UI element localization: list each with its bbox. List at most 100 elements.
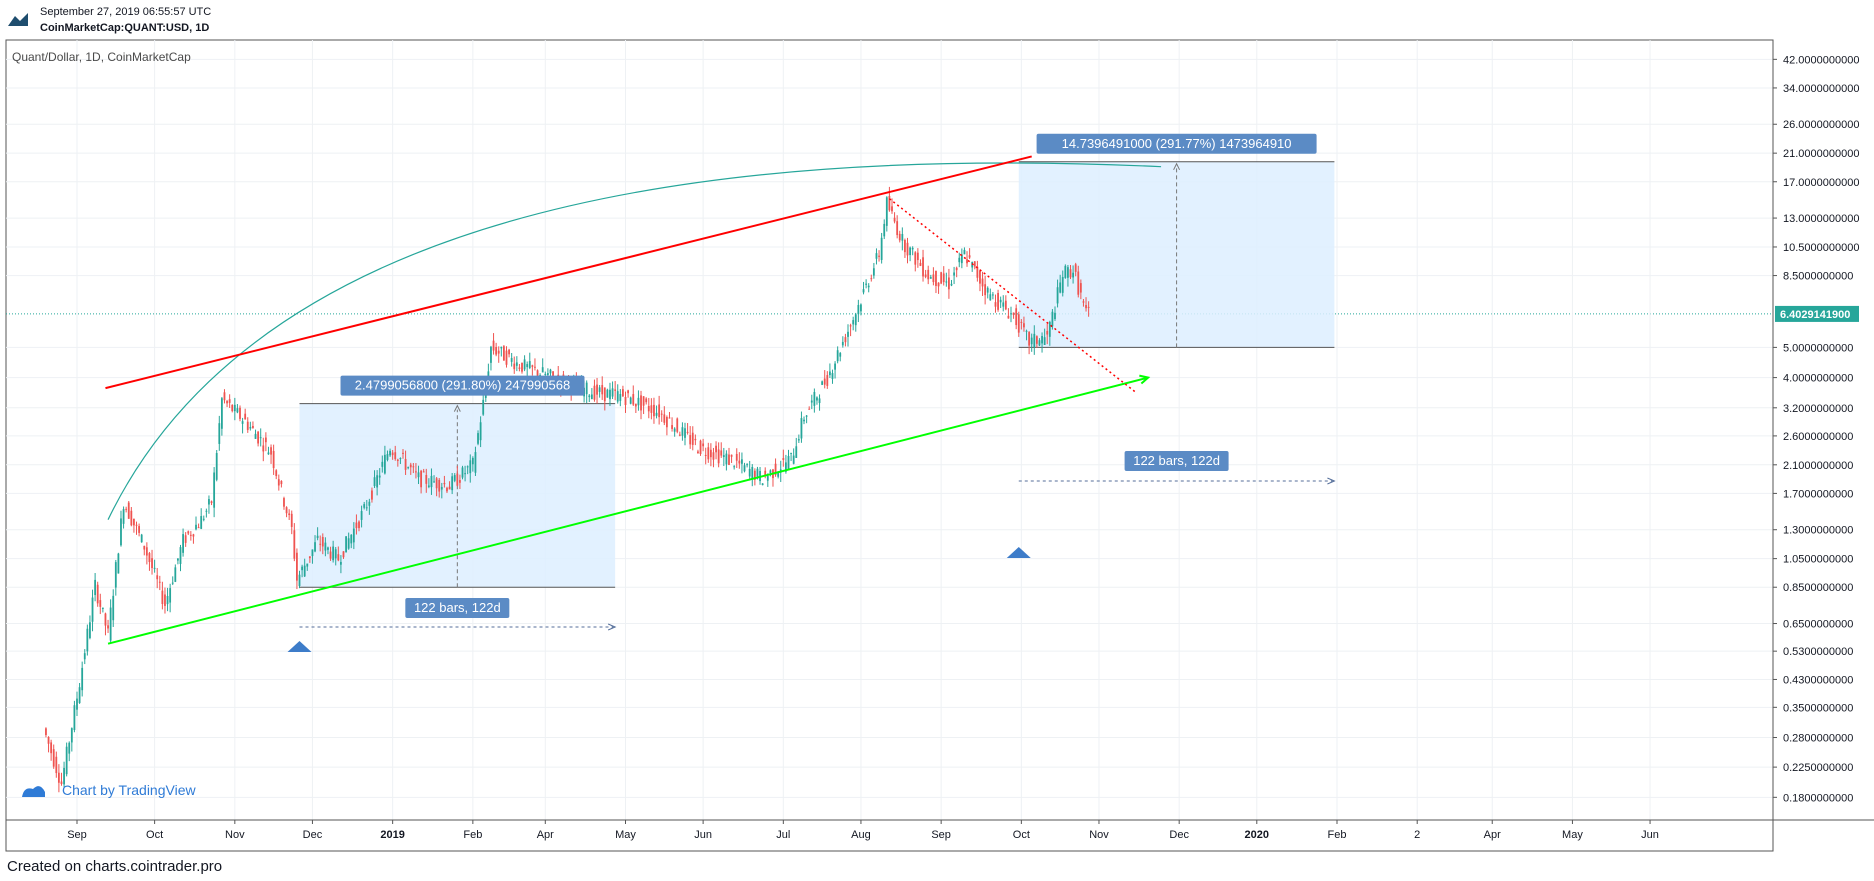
candle-up (101, 607, 104, 609)
candle-down (942, 273, 945, 283)
candle-up (195, 524, 197, 530)
candle-down (96, 584, 99, 604)
candle-up (327, 547, 329, 550)
candle-down (704, 454, 707, 456)
candle-up (684, 428, 686, 438)
y-tick-label: 10.5000000000 (1783, 242, 1859, 254)
time-axis[interactable]: Sep Oct Nov Dec 2019 Feb Apr May Jun Jul Aug Sep Oct… (67, 820, 1659, 841)
candle-up (598, 387, 601, 392)
candle-up (440, 486, 443, 490)
candle-up (179, 547, 182, 564)
candle-down (552, 371, 554, 376)
candle-up (929, 277, 932, 279)
candle-down (513, 363, 516, 370)
candle-up (862, 289, 865, 293)
candle-down (107, 625, 109, 629)
candle-up (200, 516, 203, 529)
y-tick-label: 2.1000000000 (1783, 460, 1853, 472)
candle-down (922, 257, 924, 277)
candle-up (466, 466, 469, 468)
candle-down (782, 458, 785, 460)
grid-lines (6, 40, 1773, 820)
candle-up (334, 549, 337, 559)
candle-down (342, 551, 345, 558)
candle-up (94, 579, 97, 596)
candle-up (655, 412, 658, 416)
measure-2-price-label-bg (1036, 133, 1317, 154)
candle-down (614, 389, 617, 391)
candle-up (541, 367, 544, 373)
candle-down (730, 454, 733, 457)
y-tick-label: 3.2000000000 (1783, 403, 1853, 415)
candle-up (117, 553, 120, 574)
candle-up (469, 460, 472, 474)
candle-up (722, 455, 725, 458)
candle-up (880, 237, 883, 260)
candle-up (673, 428, 676, 432)
candle-up (479, 422, 482, 441)
candle-up (81, 667, 84, 691)
price-axis[interactable]: 42.0000000000 34.0000000000 26.0000000000 2… (1773, 54, 1859, 804)
candle-up (761, 483, 764, 486)
candle-down (145, 547, 148, 556)
candle-down (495, 346, 498, 355)
x-tick-label: Apr (1484, 829, 1501, 841)
candle-up (821, 381, 824, 385)
measure-2-range-label: 122 bars, 122d (1133, 453, 1220, 468)
candle-down (184, 535, 187, 543)
candle-down (603, 387, 606, 402)
candle-down (448, 486, 451, 490)
candle-down (632, 394, 635, 405)
price-chart[interactable]: 2.4799056800 (291.80%) 247990568 122 bars… (0, 0, 1874, 855)
candle-up (1025, 330, 1028, 332)
y-tick-label: 1.0500000000 (1783, 554, 1853, 566)
candle-up (834, 363, 836, 370)
candle-up (114, 562, 117, 588)
candle-up (766, 476, 769, 481)
candle-up (790, 452, 792, 454)
candle-up (350, 534, 353, 544)
candle-up (249, 427, 252, 429)
candle-down (337, 554, 340, 561)
y-tick-label: 1.3000000000 (1783, 525, 1853, 537)
candle-down (127, 502, 130, 519)
candle-up (430, 475, 433, 488)
candle-down (948, 277, 950, 290)
candle-down (893, 217, 896, 222)
y-tick-label: 5.0000000000 (1783, 342, 1853, 354)
candle-down (1017, 314, 1020, 333)
candle-up (68, 742, 71, 754)
candle-down (702, 443, 705, 447)
candle-down (888, 195, 891, 211)
candle-down (919, 262, 922, 266)
candle-up (958, 257, 961, 263)
candle-up (523, 359, 526, 370)
candle-down (647, 406, 650, 412)
candle-up (797, 439, 800, 441)
candle-down (371, 490, 373, 500)
candle-up (63, 767, 65, 785)
support-arrowhead (1139, 374, 1151, 385)
candle-down (446, 487, 448, 492)
candle-up (339, 561, 342, 565)
candle-up (609, 389, 611, 400)
candle-up (451, 476, 454, 491)
candle-up (909, 247, 912, 256)
candle-down (896, 221, 899, 236)
candle-down (443, 482, 446, 485)
candle-up (311, 549, 314, 557)
candle-up (841, 341, 844, 346)
candle-up (389, 450, 391, 456)
candle-down (270, 447, 272, 455)
candle-down (671, 425, 673, 429)
candle-up (332, 546, 335, 561)
candle-up (433, 481, 435, 483)
x-tick-label: Nov (225, 829, 245, 841)
measure-1-arrowhead (453, 404, 461, 412)
candle-up (376, 475, 379, 488)
candle-down (1007, 315, 1010, 319)
y-tick-label: 8.5000000000 (1783, 271, 1853, 283)
candle-up (999, 299, 1002, 303)
candle-up (872, 268, 875, 276)
candle-down (973, 261, 976, 267)
